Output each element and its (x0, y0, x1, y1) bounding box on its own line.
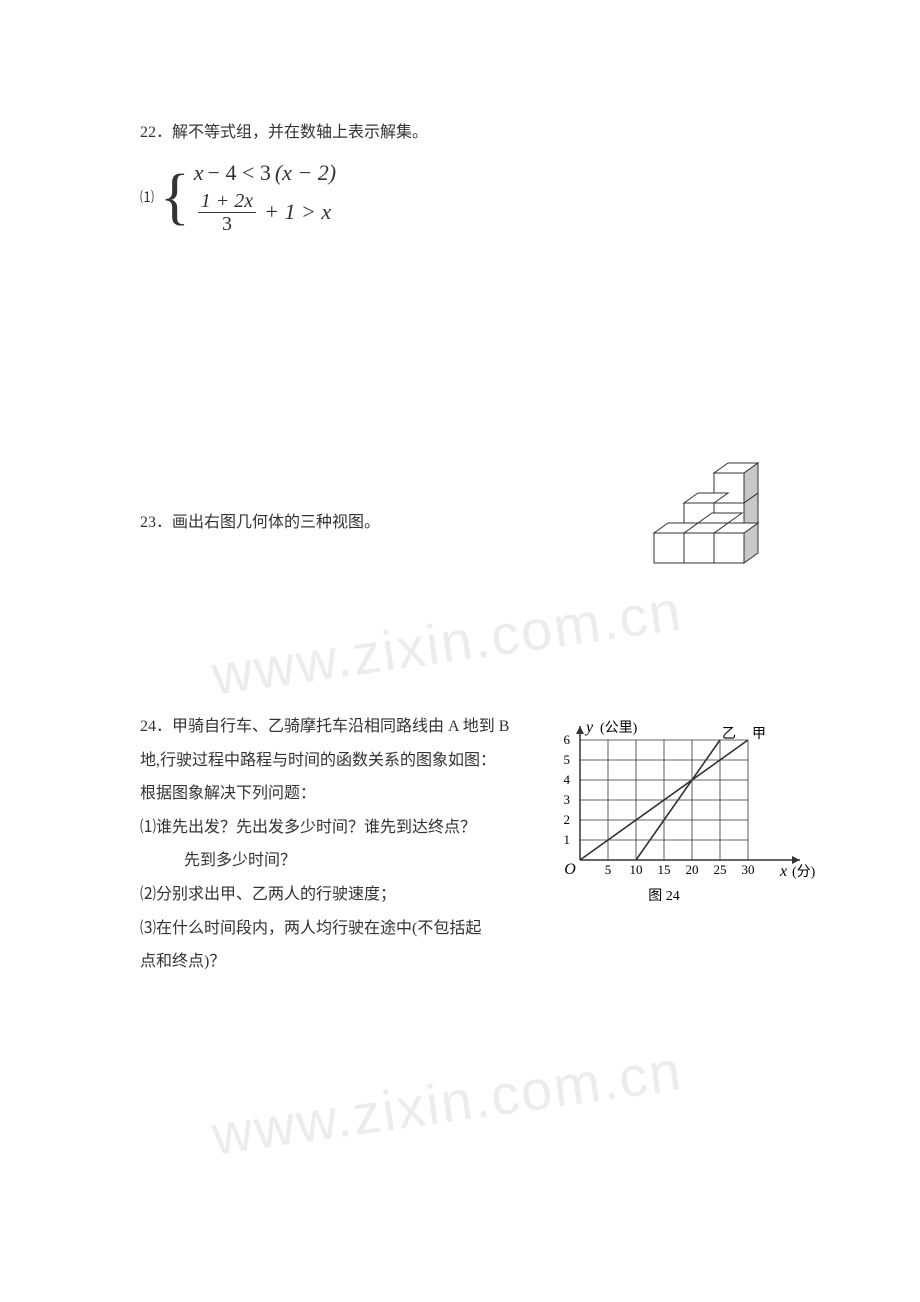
q24-line-4: 先到多少时间？ (140, 844, 540, 878)
q24-line-2: 根据图象解决下列问题： (140, 777, 540, 811)
xtick-25: 25 (714, 862, 727, 877)
q22-eq2: 1 + 2x 3 + 1 > x (194, 190, 336, 235)
q22-eq1-a: x (194, 160, 204, 186)
q22-index: ⑴ (140, 188, 154, 210)
question-24: 24．甲骑自行车、乙骑摩托车沿相同路线由 A 地到 B 地,行驶过程中路程与时间… (140, 710, 540, 979)
q24-l0: 甲骑自行车、乙骑摩托车沿相同路线由 A 地到 B (172, 718, 509, 735)
x-axis-label: x (779, 863, 787, 880)
ytick-2: 2 (564, 812, 571, 827)
watermark-text-2: www.zixin.com.cn (208, 1037, 686, 1167)
q22-eq1-rhs: (x − 2) (275, 160, 336, 186)
xtick-10: 10 (630, 862, 643, 877)
label-jia: 甲 (752, 727, 766, 742)
q24-line-6: ⑶在什么时间段内，两人均行驶在途中(不包括起 (140, 912, 540, 946)
origin-label: O (564, 861, 576, 878)
chart-caption: 图 24 (648, 889, 680, 904)
q24-chart: 1 2 3 4 5 6 5 10 15 20 25 30 O y (公里) x … (550, 720, 820, 960)
x-axis-arrow (792, 856, 800, 864)
xtick-15: 15 (658, 862, 671, 877)
q23-text: 画出右图几何体的三种视图。 (172, 514, 380, 531)
q22-number: 22． (140, 124, 172, 141)
ytick-3: 3 (564, 792, 571, 807)
q22-brace: { (160, 166, 190, 228)
page-content: 22．解不等式组，并在数轴上表示解集。 ⑴ { x − 4 < 3 (x − 2… (140, 120, 780, 257)
q24-line-3: ⑴谁先出发？先出发多少时间？谁先到达终点？ (140, 811, 540, 845)
question-23: 23．画出右图几何体的三种视图。 (140, 510, 780, 536)
xtick-20: 20 (686, 862, 699, 877)
ytick-1: 1 (564, 832, 571, 847)
q22-eq1: x − 4 < 3 (x − 2) (194, 160, 336, 186)
q22-eq2-den: 3 (219, 213, 235, 235)
q24-number: 24． (140, 718, 172, 735)
ytick-5: 5 (564, 752, 571, 767)
q23-number: 23． (140, 514, 172, 531)
q22-eq2-num: 1 + 2x (198, 190, 256, 213)
q24-line-0: 24．甲骑自行车、乙骑摩托车沿相同路线由 A 地到 B (140, 710, 540, 744)
ytick-6: 6 (564, 732, 571, 747)
q24-line-1: 地,行驶过程中路程与时间的函数关系的图象如图： (140, 744, 540, 778)
y-axis-unit: (公里) (600, 721, 638, 736)
q22-formula: ⑴ { x − 4 < 3 (x − 2) 1 + 2x 3 + 1 > x (140, 158, 780, 237)
xtick-5: 5 (605, 862, 612, 877)
q22-text: 解不等式组，并在数轴上表示解集。 (172, 124, 428, 141)
ytick-4: 4 (564, 772, 571, 787)
q24-line-7: 点和终点)？ (140, 945, 540, 979)
y-axis-arrow (576, 726, 584, 734)
q22-eq2-frac: 1 + 2x 3 (198, 190, 256, 235)
y-axis-label: y (584, 720, 594, 736)
label-yi: 乙 (722, 726, 736, 742)
question-22: 22．解不等式组，并在数轴上表示解集。 ⑴ { x − 4 < 3 (x − 2… (140, 120, 780, 237)
watermark-text-1: www.zixin.com.cn (208, 577, 686, 707)
q22-equations: x − 4 < 3 (x − 2) 1 + 2x 3 + 1 > x (194, 158, 336, 237)
q22-eq2-tail: + 1 > x (264, 199, 331, 225)
q22-eq1-b: − 4 < 3 (208, 160, 271, 186)
xtick-30: 30 (742, 862, 755, 877)
x-axis-unit: (分) (792, 864, 816, 880)
q24-line-5: ⑵分别求出甲、乙两人的行驶速度； (140, 878, 540, 912)
